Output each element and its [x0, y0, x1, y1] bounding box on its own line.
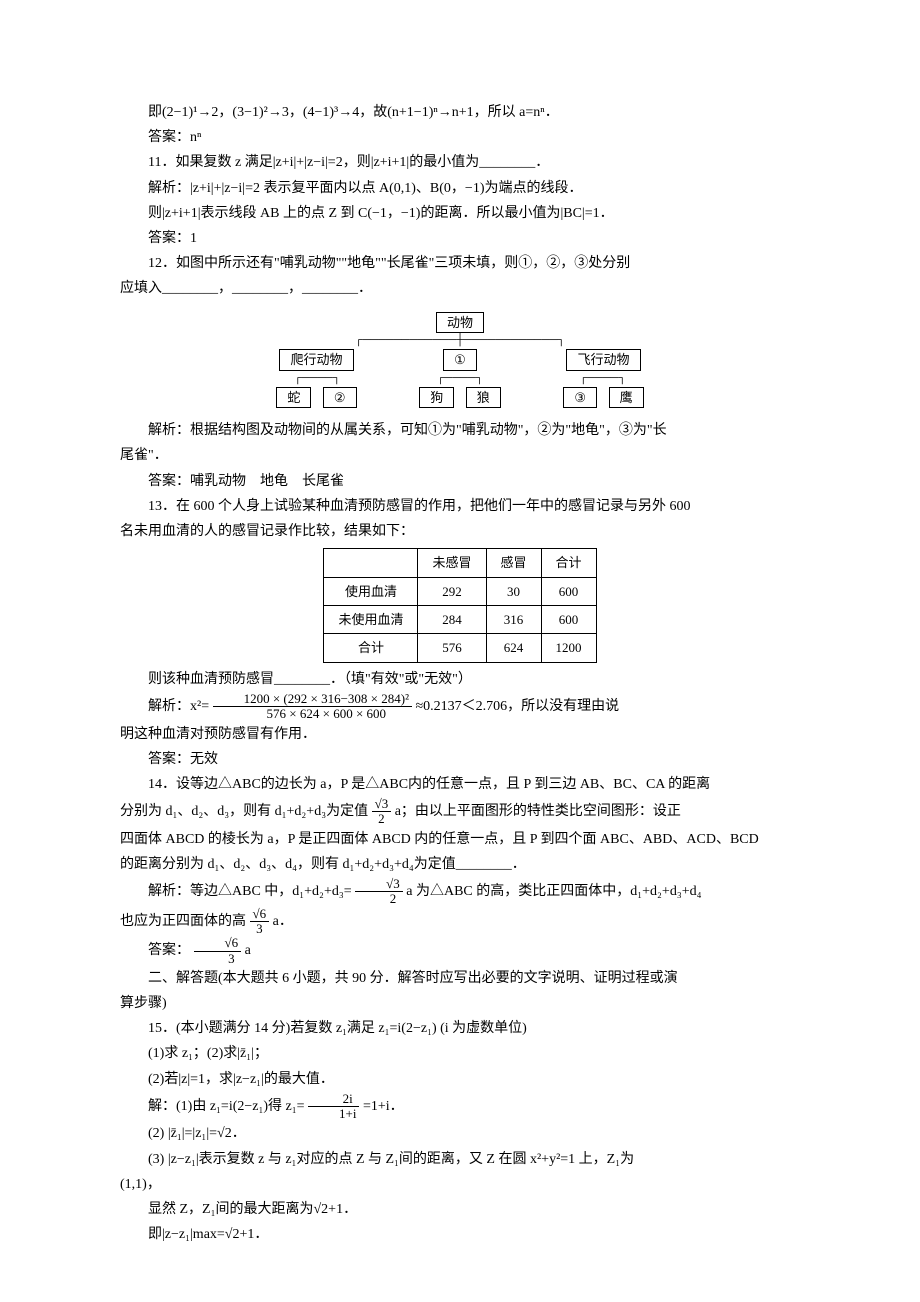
tree-node: ① — [443, 349, 477, 371]
table-row: 合计 576 624 1200 — [324, 634, 596, 662]
table-cell: 292 — [418, 577, 486, 605]
solution-line: 明这种血清对预防感冒有作用． — [120, 722, 800, 747]
numerator: √6 — [194, 936, 242, 951]
tree-diagram: 动物 ┌────────────┼────────────┐ 爬行动物 ① 飞行… — [120, 310, 800, 411]
text: 解析：x²= — [148, 699, 209, 714]
fraction: √6 3 — [194, 936, 242, 966]
solution-line: 解析：等边△ABC 中，d₁+d₂+d₃= √3 2 a 为△ABC 的高，类比… — [120, 877, 800, 907]
numerator: 2i — [308, 1092, 359, 1107]
text: =1+i． — [363, 1099, 404, 1114]
solution-line: (3) |z−z₁|表示复数 z 与 z₁对应的点 Z 与 Z₁间的距离，又 Z… — [120, 1147, 800, 1172]
fraction: √3 2 — [372, 797, 392, 827]
table-cell: 284 — [418, 606, 486, 634]
text: 解析：等边△ABC 中，d₁+d₂+d₃= — [148, 884, 352, 899]
tree-leaf: 蛇 — [276, 387, 311, 409]
tree-root: 动物 — [436, 312, 484, 334]
problem-14-cont: 分别为 d₁、d₂、d₃，则有 d₁+d₂+d₃为定值 √3 2 a；由以上平面… — [120, 797, 800, 827]
solution-line: 解析：x²= 1200 × (292 × 316−308 × 284)² 576… — [120, 692, 800, 722]
fraction: 1200 × (292 × 316−308 × 284)² 576 × 624 … — [213, 692, 412, 722]
table-row: 使用血清 292 30 600 — [324, 577, 596, 605]
subproblem: (2)若|z|=1，求|z−z₁|的最大值． — [120, 1067, 800, 1092]
table-cell: 合计 — [541, 549, 596, 577]
solution-line: (2) |z̄₁|=|z₁|=√2． — [120, 1121, 800, 1146]
text: a — [245, 943, 251, 958]
fraction: √3 2 — [355, 877, 403, 907]
fraction: √6 3 — [250, 907, 270, 937]
tree-node: 飞行动物 — [566, 349, 640, 371]
solution-line: 也应为正四面体的高 √6 3 a． — [120, 907, 800, 937]
text-line: 则该种血清预防感冒________．（填"有效"或"无效"） — [120, 667, 800, 692]
problem-12: 12．如图中所示还有"哺乳动物""地龟""长尾雀"三项未填，则①，②，③处分别 — [120, 251, 800, 276]
denominator: 3 — [194, 952, 242, 966]
table-cell: 感冒 — [486, 549, 541, 577]
tree-leaf: ② — [323, 387, 357, 409]
tree-leaf: 狼 — [466, 387, 501, 409]
solution-line: 解：(1)由 z₁=i(2−z₁)得 z₁= 2i 1+i =1+i． — [120, 1092, 800, 1122]
table-cell — [324, 549, 418, 577]
answer-line: 答案：哺乳动物 地龟 长尾雀 — [120, 469, 800, 494]
answer-line: 答案：无效 — [120, 747, 800, 772]
problem-14-cont: 四面体 ABCD 的棱长为 a，P 是正四面体 ABCD 内的任意一点，且 P … — [120, 827, 800, 852]
numerator: 1200 × (292 × 316−308 × 284)² — [213, 692, 412, 707]
problem-12-cont: 应填入________，________，________． — [120, 276, 800, 301]
tree-node: 爬行动物 — [279, 349, 353, 371]
solution-line: 解析：根据结构图及动物间的从属关系，可知①为"哺乳动物"，②为"地龟"，③为"长 — [120, 418, 800, 443]
answer-line: 答案：1 — [120, 226, 800, 251]
problem-15: 15．(本小题满分 14 分)若复数 z₁满足 z₁=i(2−z₁) (i 为虚… — [120, 1016, 800, 1041]
text-line: 即(2−1)¹→2，(3−1)²→3，(4−1)³→4，故(n+1−1)ⁿ→n+… — [120, 100, 800, 125]
denominator: 2 — [372, 812, 392, 826]
denominator: 2 — [355, 892, 403, 906]
table-cell: 576 — [418, 634, 486, 662]
table-cell: 未使用血清 — [324, 606, 418, 634]
section-heading: 二、解答题(本大题共 6 小题，共 90 分．解答时应写出必要的文字说明、证明过… — [120, 966, 800, 991]
table-cell: 未感冒 — [418, 549, 486, 577]
text: a；由以上平面图形的特性类比空间图形：设正 — [395, 804, 681, 819]
table-cell: 316 — [486, 606, 541, 634]
tree-leaf: 狗 — [419, 387, 454, 409]
table-cell: 30 — [486, 577, 541, 605]
table-header-row: 未感冒 感冒 合计 — [324, 549, 596, 577]
fraction: 2i 1+i — [308, 1092, 359, 1122]
solution-line: (1,1)， — [120, 1172, 800, 1197]
problem-14-cont: 的距离分别为 d₁、d₂、d₃、d₄，则有 d₁+d₂+d₃+d₄为定值____… — [120, 852, 800, 877]
text: a 为△ABC 的高，类比正四面体中，d₁+d₂+d₃+d₄ — [406, 884, 701, 899]
solution-line: 即|z−z₁|max=√2+1． — [120, 1222, 800, 1247]
answer-line: 答案：nⁿ — [120, 125, 800, 150]
solution-line: 显然 Z，Z₁间的最大距离为√2+1． — [120, 1197, 800, 1222]
text: ≈0.2137＜2.706，所以没有理由说 — [415, 699, 619, 714]
section-heading-cont: 算步骤) — [120, 991, 800, 1016]
solution-line: 则|z+i+1|表示线段 AB 上的点 Z 到 C(−1，−1)的距离．所以最小… — [120, 201, 800, 226]
numerator: √3 — [355, 877, 403, 892]
table-cell: 624 — [486, 634, 541, 662]
table-cell: 使用血清 — [324, 577, 418, 605]
text: 答案： — [148, 943, 190, 958]
table-cell: 合计 — [324, 634, 418, 662]
text: 解：(1)由 z₁=i(2−z₁)得 z₁= — [148, 1099, 305, 1114]
table-cell: 1200 — [541, 634, 596, 662]
text: 也应为正四面体的高 — [120, 914, 246, 929]
problem-11: 11．如果复数 z 满足|z+i|+|z−i|=2，则|z+i+1|的最小值为_… — [120, 150, 800, 175]
problem-13-cont: 名未用血清的人的感冒记录作比较，结果如下： — [120, 519, 800, 544]
text: a． — [273, 914, 293, 929]
table-cell: 600 — [541, 606, 596, 634]
tree-leaf: 鹰 — [609, 387, 644, 409]
answer-line: 答案： √6 3 a — [120, 936, 800, 966]
numerator: √6 — [250, 907, 270, 922]
solution-line: 尾雀"． — [120, 443, 800, 468]
tree-leaf: ③ — [563, 387, 597, 409]
denominator: 1+i — [308, 1107, 359, 1121]
denominator: 3 — [250, 922, 270, 936]
solution-line: 解析：|z+i|+|z−i|=2 表示复平面内以点 A(0,1)、B(0，−1)… — [120, 176, 800, 201]
table-row: 未使用血清 284 316 600 — [324, 606, 596, 634]
data-table: 未感冒 感冒 合计 使用血清 292 30 600 未使用血清 284 316 … — [323, 548, 596, 663]
problem-14: 14．设等边△ABC的边长为 a，P 是△ABC内的任意一点，且 P 到三边 A… — [120, 772, 800, 797]
table-cell: 600 — [541, 577, 596, 605]
numerator: √3 — [372, 797, 392, 812]
subproblem: (1)求 z₁；(2)求|z̄₁|； — [120, 1041, 800, 1066]
problem-13: 13．在 600 个人身上试验某种血清预防感冒的作用，把他们一年中的感冒记录与另… — [120, 494, 800, 519]
denominator: 576 × 624 × 600 × 600 — [213, 707, 412, 721]
text: 分别为 d₁、d₂、d₃，则有 d₁+d₂+d₃为定值 — [120, 804, 368, 819]
